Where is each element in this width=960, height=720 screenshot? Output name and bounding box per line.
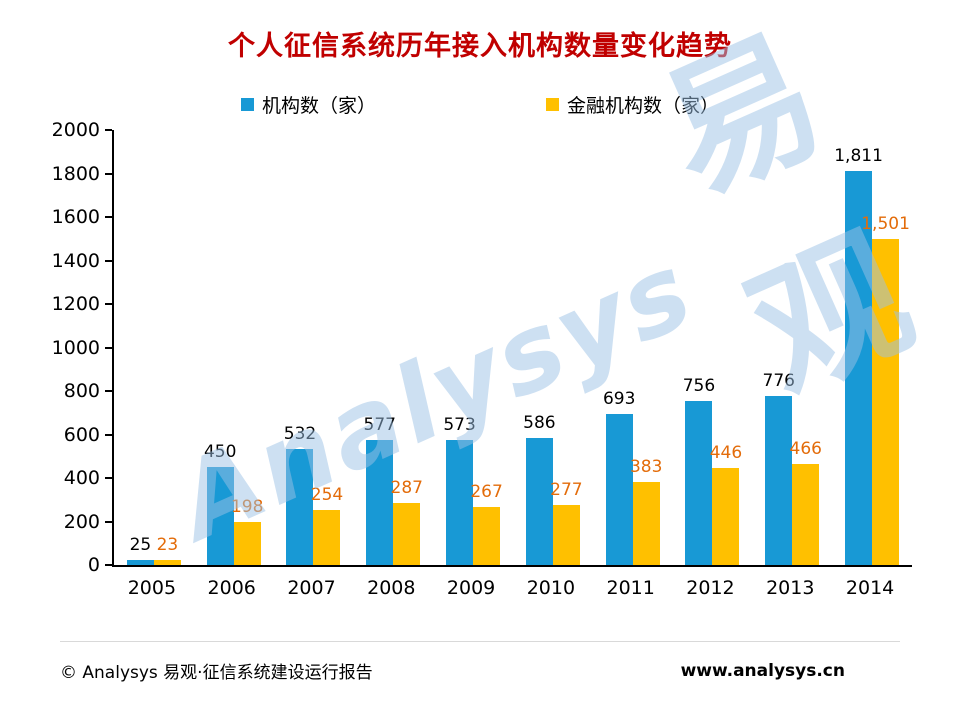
bar: 277 [550,480,583,565]
y-tick-mark [105,172,112,175]
bar-group: 776 466 [763,130,822,565]
y-tick-mark [105,564,112,566]
bar-value-label: 198 [230,496,264,517]
y-tick-label: 1800 [51,162,100,185]
x-tick-label: 2013 [766,577,815,599]
bar-group: 25 23 [126,130,181,565]
x-tick-label: 2007 [287,577,336,599]
bar-value-label: 693 [602,389,636,410]
y-tick-mark [105,520,112,523]
x-tick-label: 2006 [207,577,256,599]
x-tick-label: 2010 [526,577,576,599]
x-tick-label: 2011 [606,577,655,599]
x-tick-label: 2005 [127,577,177,599]
bar: 693 [603,389,635,565]
bar-value-label: 25 [129,534,152,555]
y-tick-mark [105,390,112,392]
bar-value-label: 466 [789,438,822,459]
bar-value-label: 450 [203,442,237,463]
y-tick-label: 1200 [51,293,100,315]
y-tick-label: 1400 [51,249,100,272]
legend-label-institutions: 机构数（家） [261,95,376,117]
bar-value-label: 287 [390,477,424,498]
bar: 776 [763,371,795,565]
y-tick-mark [105,216,112,218]
y-tick-mark [105,259,112,262]
bar: 23 [153,535,181,565]
bar-value-label: 532 [283,424,317,445]
bar-value-label: 573 [443,415,476,436]
bar: 577 [364,415,396,565]
bar-value-label: 1,501 [861,213,910,234]
x-tick-label: 2009 [446,577,496,599]
chart-title: 个人征信系统历年接入机构数量变化趋势 [228,31,732,62]
bar: 254 [311,485,343,565]
bar: 287 [391,478,423,565]
y-tick-label: 1000 [51,336,100,359]
y-tick-label: 800 [63,380,100,402]
bar-value-label: 756 [682,375,716,396]
x-tick-label: 2008 [367,577,416,599]
bar-value-label: 446 [709,443,743,463]
bar-group: 532 254 [284,130,343,565]
bar: 1,501 [861,214,910,565]
legend-label-financial: 金融机构数（家） [567,95,720,117]
bar: 450 [204,442,236,565]
plot-area: 0 200 400 600 800 1000 1200 1400 1600 1800 2000 25 2… [52,120,912,575]
legend-item-financial: 金融机构数（家） [546,91,719,118]
x-axis-labels: 2005 2006 2007 2008 2009 2010 2011 2012 2013 2014 [112,577,910,599]
bar-group: 1,811 1,501 [834,130,910,565]
bar-value-label: 254 [310,484,344,505]
y-tick-label: 0 [87,554,100,576]
bar-group: 573 267 [443,130,503,565]
bar: 756 [683,376,715,565]
y-tick-label: 1600 [51,206,100,228]
legend-swatch-blue [240,98,254,111]
y-tick-mark [105,477,112,479]
bar-group: 450 198 [204,130,263,565]
bar: 383 [630,457,662,565]
source-note: © Analysys 易观·征信系统建设运行报告 [60,663,373,683]
bar-group: 756 446 [683,130,742,565]
bar: 532 [284,424,316,565]
y-tick-mark [105,433,112,436]
bar: 573 [443,415,476,565]
website-url: www.analysys.cn [680,660,845,681]
bar-value-label: 23 [156,535,179,555]
bar: 1,811 [834,146,883,565]
bar-value-label: 1,811 [834,146,883,167]
bar-value-label: 586 [523,412,556,433]
y-tick-label: 2000 [51,119,100,141]
y-tick-label: 200 [63,510,100,533]
bar-value-label: 267 [470,481,503,502]
bar-group: 693 383 [603,130,662,565]
bar: 198 [231,497,263,565]
legend-swatch-orange [546,98,559,111]
bar-value-label: 577 [363,414,397,435]
chart: 0 200 400 600 800 1000 1200 1400 1600 1800 2000 25 2… [0,6,960,599]
legend: 机构数（家） 金融机构数（家） [0,91,960,118]
y-tick-mark [105,346,112,349]
legend-item-institutions: 机构数（家） [240,91,376,118]
footer-divider [60,641,900,642]
y-tick-label: 400 [63,467,100,489]
x-tick-label: 2014 [845,577,895,599]
bar: 586 [523,413,556,565]
bar-value-label: 776 [762,371,795,392]
bar-group: 577 287 [364,130,423,565]
bar: 446 [710,443,742,565]
bar-group: 586 277 [523,130,583,565]
y-tick-mark [105,303,112,305]
y-tick-mark [105,129,112,131]
bar-value-label: 383 [629,456,663,477]
footer: © Analysys 易观·征信系统建设运行报告 www.analysys.cn [0,642,960,684]
bar: 466 [790,439,822,565]
y-tick-label: 600 [63,423,100,446]
bar: 267 [470,482,503,565]
bar-value-label: 277 [550,479,583,500]
bar: 25 [126,535,154,565]
x-tick-label: 2012 [686,577,735,599]
